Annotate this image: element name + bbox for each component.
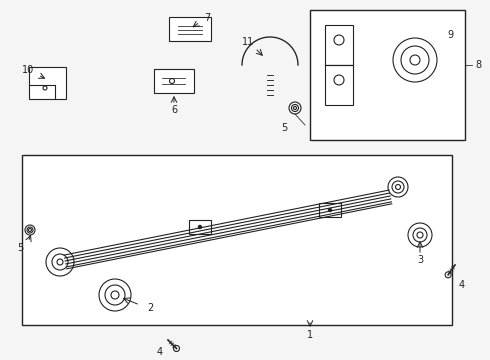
Circle shape	[198, 225, 201, 229]
Bar	[325, 65, 353, 105]
Text: 4: 4	[157, 347, 163, 357]
Text: 7: 7	[204, 13, 210, 23]
Text: 4: 4	[459, 280, 465, 290]
FancyBboxPatch shape	[154, 69, 194, 93]
Text: 8: 8	[475, 60, 481, 70]
FancyBboxPatch shape	[29, 67, 66, 99]
Bar	[189, 220, 211, 234]
Text: 1: 1	[307, 330, 313, 340]
Bar	[22, 155, 452, 325]
Text: 3: 3	[417, 255, 423, 265]
Text: 9: 9	[447, 30, 453, 40]
Text: 5: 5	[17, 243, 23, 253]
Text: 2: 2	[147, 303, 153, 313]
Text: 6: 6	[171, 105, 177, 115]
Bar	[319, 203, 341, 217]
FancyBboxPatch shape	[169, 17, 211, 41]
Circle shape	[328, 208, 332, 212]
Bar	[325, 25, 353, 65]
Bar	[310, 10, 465, 140]
Text: 5: 5	[281, 123, 287, 133]
Text: 10: 10	[22, 65, 34, 75]
Text: 11: 11	[242, 37, 254, 47]
